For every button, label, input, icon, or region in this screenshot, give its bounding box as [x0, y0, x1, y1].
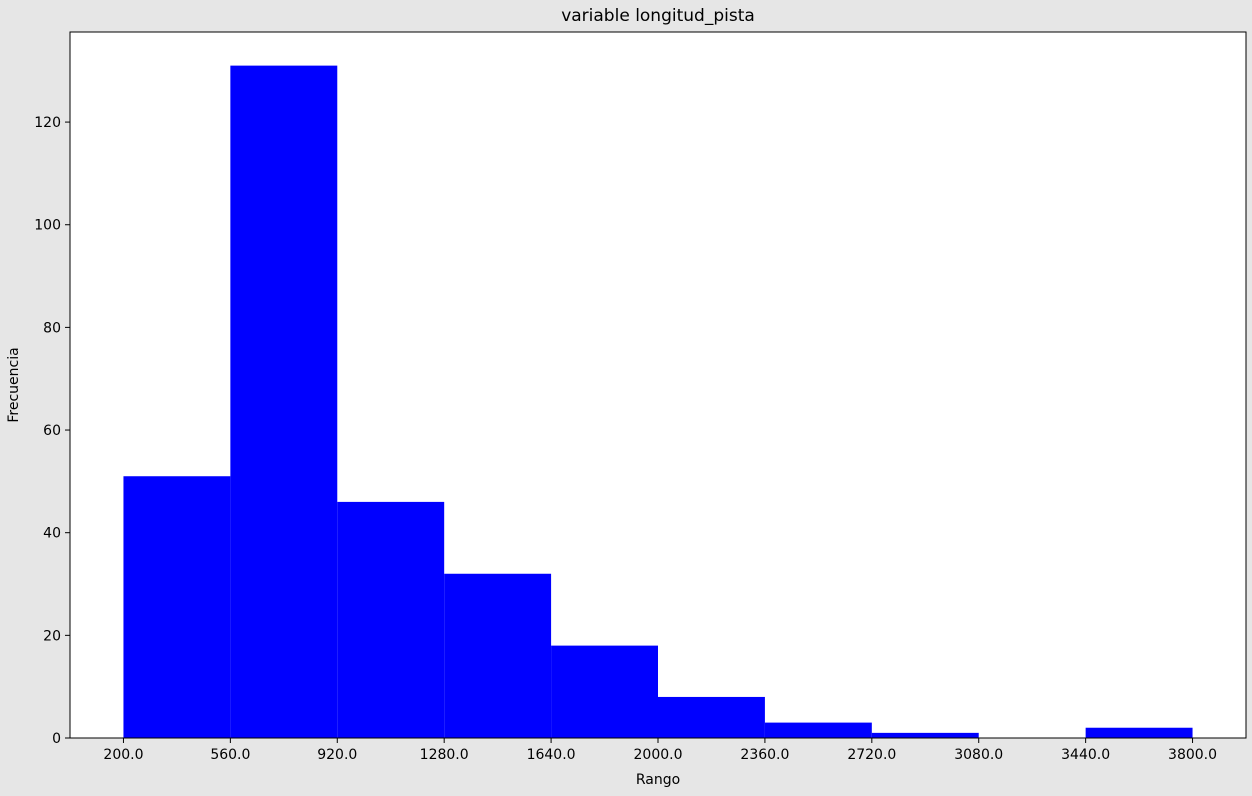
- x-tick-label: 3440.0: [1061, 747, 1110, 763]
- histogram-bar: [658, 696, 765, 738]
- x-axis-label: Rango: [636, 772, 680, 788]
- x-tick-label: 1280.0: [420, 747, 469, 763]
- histogram-bar: [444, 573, 552, 738]
- histogram-bar: [123, 476, 231, 738]
- histogram-bar: [871, 732, 979, 738]
- y-tick-label: 100: [34, 218, 61, 234]
- x-tick-label: 200.0: [103, 747, 143, 763]
- x-axis: 200.0 560.0 920.0 1280.0 1640.0 2000.0 2360.0 2…: [103, 738, 1217, 763]
- y-tick-label: 60: [43, 423, 61, 439]
- histogram-bar: [764, 722, 872, 738]
- histogram-bar: [337, 501, 445, 738]
- x-tick-label: 3080.0: [954, 747, 1003, 763]
- x-tick-label: 2720.0: [847, 747, 896, 763]
- bars-group: [123, 65, 1193, 739]
- x-tick-label: 3800.0: [1168, 747, 1217, 763]
- x-tick-label: 920.0: [317, 747, 357, 763]
- histogram-bar: [551, 645, 658, 738]
- x-tick-label: 1640.0: [527, 747, 576, 763]
- x-tick-label: 2360.0: [740, 747, 789, 763]
- y-tick-label: 40: [43, 526, 61, 542]
- y-axis-label: Frecuencia: [6, 347, 22, 422]
- y-tick-label: 0: [52, 731, 61, 747]
- x-tick-label: 560.0: [210, 747, 250, 763]
- y-axis: 0 20 40 60 80 100 120: [34, 115, 70, 747]
- y-tick-label: 20: [43, 628, 61, 644]
- y-tick-label: 120: [34, 115, 61, 131]
- x-tick-label: 2000.0: [634, 747, 683, 763]
- y-tick-label: 80: [43, 320, 61, 336]
- chart-title: variable longitud_pista: [561, 6, 755, 26]
- histogram-bar: [230, 65, 338, 739]
- histogram-bar: [1085, 727, 1193, 738]
